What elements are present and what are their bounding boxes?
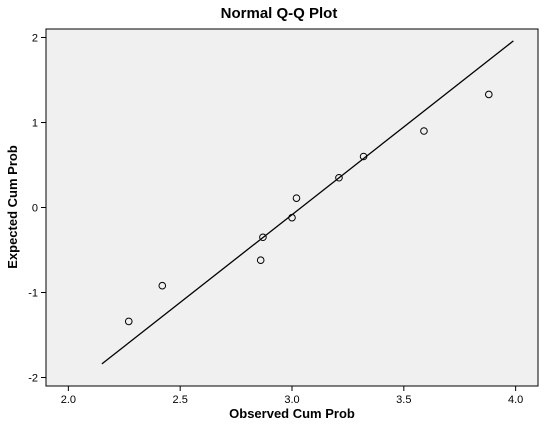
data-point bbox=[124, 317, 133, 326]
y-axis: -2 -1 0 1 2 bbox=[28, 33, 46, 385]
x-tick-label: 4.0 bbox=[508, 394, 523, 406]
reference-line bbox=[101, 40, 514, 365]
x-tick-label: 3.5 bbox=[396, 394, 411, 406]
data-point bbox=[420, 127, 428, 135]
data-point bbox=[288, 213, 296, 222]
data-point bbox=[158, 281, 167, 290]
y-tick-label: -1 bbox=[28, 288, 38, 300]
data-point bbox=[335, 173, 343, 182]
data-point bbox=[256, 256, 265, 265]
y-tick-label: 0 bbox=[32, 203, 38, 215]
x-tick-label: 3.0 bbox=[284, 394, 299, 406]
plot-area bbox=[45, 28, 539, 387]
y-axis-label: Expected Cum Prob bbox=[5, 145, 20, 269]
data-point bbox=[292, 194, 301, 202]
y-tick-label: -2 bbox=[28, 373, 38, 385]
y-tick-label: 2 bbox=[32, 33, 38, 45]
data-point bbox=[359, 152, 368, 161]
x-tick-label: 2.5 bbox=[173, 394, 188, 406]
y-tick-label: 1 bbox=[32, 118, 38, 130]
x-axis: 2.0 2.5 3.0 3.5 4.0 bbox=[61, 386, 523, 406]
data-points bbox=[124, 90, 493, 326]
data-point bbox=[259, 233, 267, 242]
data-point bbox=[485, 90, 493, 99]
chart-title: Normal Q-Q Plot bbox=[221, 5, 338, 22]
x-axis-label: Observed Cum Prob bbox=[229, 406, 355, 421]
x-tick-label: 2.0 bbox=[61, 394, 76, 406]
